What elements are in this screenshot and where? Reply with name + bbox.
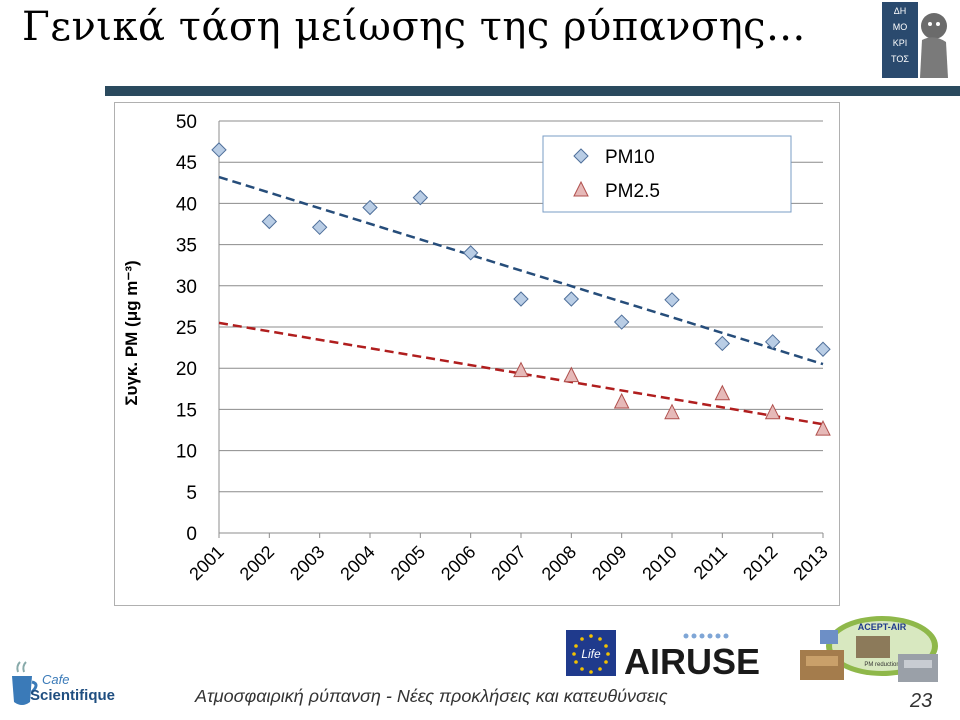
pm10-point-2003: [311, 219, 328, 236]
pm25-point-2008: [563, 366, 580, 383]
y-tick-40: 40: [176, 194, 197, 215]
y-tick-0: 0: [186, 524, 197, 545]
pm10-point-2006: [462, 245, 479, 261]
svg-text:ΤΟΣ: ΤΟΣ: [891, 54, 909, 64]
pm10-point-2010: [664, 292, 680, 308]
pm25-point-2010: [664, 403, 680, 420]
acept-sub: PM reduction: [864, 662, 899, 668]
data-points: [211, 142, 831, 436]
x-tick-2012: 2012: [739, 542, 781, 584]
y-tick-35: 35: [176, 236, 197, 257]
acept-air-logo: ACEPT-AIR PM reduction: [798, 612, 940, 686]
cafe-scientifique-logo: Cafe Scientifique: [6, 658, 116, 712]
x-tick-2002: 2002: [236, 542, 278, 584]
legend-label-0: PM10: [605, 147, 655, 168]
x-tick-2011: 2011: [690, 542, 732, 584]
y-tick-45: 45: [176, 153, 197, 174]
life-text: Life: [581, 647, 601, 661]
pm10-point-2004: [362, 199, 378, 216]
pm25-point-2007: [513, 361, 529, 378]
y-tick-5: 5: [186, 483, 197, 504]
svg-text:ΔΗ: ΔΗ: [894, 6, 907, 16]
pm10-point-2012: [764, 334, 781, 350]
pm10-point-2008: [563, 291, 580, 307]
title-rule: [105, 86, 960, 96]
trend-line-pm10: [218, 175, 824, 366]
x-tick-2001: 2001: [185, 542, 227, 584]
pm10-point-2001: [211, 142, 227, 158]
slide-title: Γενικά τάση μείωσης της ρύπανσης...: [22, 4, 806, 50]
x-tick-2003: 2003: [286, 542, 328, 584]
pm10-point-2005: [412, 189, 429, 206]
legend-marker-pm10: [573, 148, 589, 164]
y-tick-labels: 0 5 10 15 20 25 30 35 40 45 50: [176, 112, 197, 545]
y-tick-30: 30: [176, 277, 197, 298]
x-tick-2010: 2010: [638, 542, 680, 584]
airuse-text: AIRUSE: [624, 641, 760, 678]
cafe-text-1: Cafe: [42, 672, 69, 687]
svg-text:ΚΡΙ: ΚΡΙ: [893, 38, 908, 48]
trend-line-pm25: [218, 321, 824, 426]
trend-lines: [218, 175, 824, 426]
acept-title: ACEPT-AIR: [858, 622, 907, 632]
pm25-point-2011: [714, 384, 731, 401]
pm10-point-2013: [815, 341, 831, 357]
chart-legend: PM10 PM2.5: [542, 135, 792, 213]
pm10-point-2009: [613, 314, 630, 330]
pm25-point-2013: [815, 420, 831, 436]
x-tick-2013: 2013: [789, 542, 831, 584]
y-tick-20: 20: [176, 359, 197, 380]
x-tick-2006: 2006: [437, 542, 479, 584]
democritus-logo: ΔΗ ΜΟ ΚΡΙ ΤΟΣ: [880, 0, 952, 80]
x-tick-2007: 2007: [487, 542, 529, 584]
chart-frame: 0 5 10 15 20 25 30 35 40 45 50 2001 2002 2003 2004 200…: [114, 102, 840, 606]
legend-marker-pm25: [573, 180, 589, 197]
y-tick-10: 10: [176, 442, 197, 463]
x-tick-2005: 2005: [387, 542, 429, 584]
y-tick-15: 15: [176, 400, 197, 421]
airuse-logo: Life AIRUSE: [566, 628, 778, 682]
footer-text: Ατμοσφαιρική ρύπανση - Νέες προκλήσεις κ…: [195, 686, 668, 706]
pm25-point-2012: [764, 403, 781, 420]
pm25-point-2009: [613, 392, 630, 409]
pm10-point-2007: [513, 291, 529, 307]
x-tick-2004: 2004: [336, 542, 378, 584]
x-tick-2009: 2009: [588, 542, 630, 584]
pm10-point-2002: [261, 213, 278, 230]
pm10-point-2011: [714, 335, 731, 352]
y-tick-25: 25: [176, 318, 197, 339]
legend-box: [542, 135, 792, 213]
y-tick-50: 50: [176, 112, 197, 133]
y-axis-label: Συγκ. PM (μg m⁻³): [122, 260, 141, 405]
svg-text:ΜΟ: ΜΟ: [893, 22, 908, 32]
cafe-text-2: Scientifique: [30, 687, 115, 704]
x-tick-2008: 2008: [538, 542, 580, 584]
legend-label-1: PM2.5: [605, 181, 660, 202]
page-number: 23: [910, 690, 933, 712]
x-tick-labels: 2001 2002 2003 2004 2005 2006 2007 2008 2009 2010…: [185, 542, 831, 584]
